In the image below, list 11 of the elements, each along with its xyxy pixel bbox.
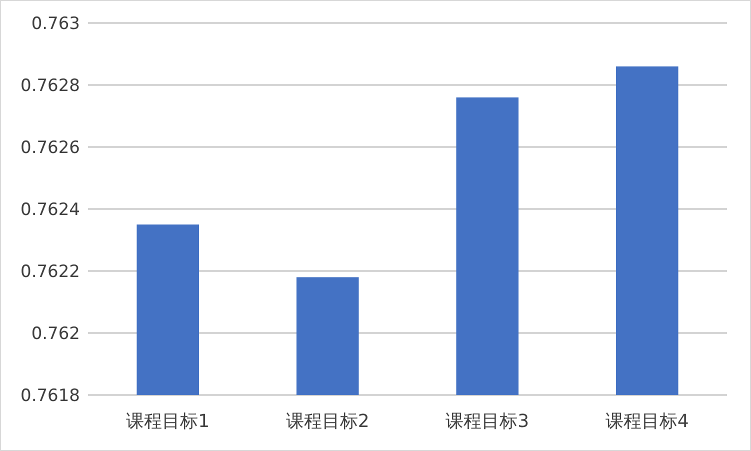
y-tick-label: 0.7624 (20, 200, 80, 220)
x-tick-label: 课程目标1 (126, 411, 210, 432)
x-tick-label: 课程目标3 (446, 411, 530, 432)
y-tick-label: 0.7618 (20, 386, 80, 406)
y-tick-label: 0.7626 (20, 138, 80, 158)
x-tick-label: 课程目标4 (605, 411, 689, 432)
x-tick-label: 课程目标2 (286, 411, 370, 432)
y-tick-label: 0.762 (31, 324, 80, 344)
y-tick-label: 0.7622 (20, 262, 80, 282)
y-tick-label: 0.763 (31, 14, 80, 34)
y-tick-label: 0.7628 (20, 76, 80, 96)
